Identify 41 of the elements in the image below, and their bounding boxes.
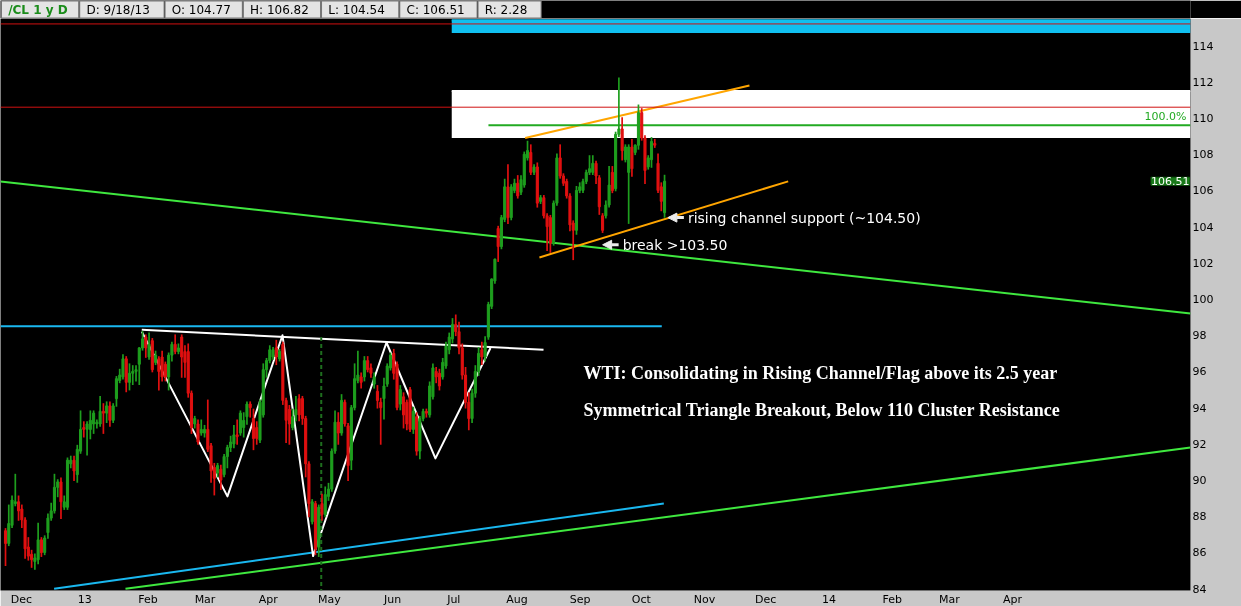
- y-tick-label: 106: [1192, 184, 1214, 198]
- y-tick-label: 90: [1192, 474, 1207, 488]
- x-tick-label: Dec: [755, 592, 777, 606]
- y-tick-label: 110: [1192, 112, 1214, 126]
- x-tick-label: Nov: [693, 592, 716, 606]
- x-tick-label: Feb: [882, 592, 902, 606]
- x-tick-label: Oct: [631, 592, 652, 606]
- annotation: Symmetrical Triangle Breakout, Below 110 Cluster Resistance: [583, 399, 1060, 420]
- x-tick-label: Apr: [258, 592, 279, 606]
- annotation: break >103.50: [622, 236, 728, 253]
- y-tick-label: 104: [1192, 220, 1214, 234]
- y-tick-label: 102: [1192, 256, 1214, 270]
- annotation: WTI: Consolidating in Rising Channel/Flag above its 2.5 year: [583, 362, 1058, 383]
- x-tick-label: Feb: [138, 592, 158, 606]
- annotation: rising channel support (~104.50): [687, 209, 921, 226]
- x-tick-label: Jun: [383, 592, 402, 606]
- y-tick-label: 114: [1192, 39, 1214, 53]
- y-tick-label: 88: [1192, 510, 1207, 524]
- y-tick-label: 92: [1192, 437, 1207, 451]
- x-tick-label: Mar: [194, 592, 216, 606]
- y-tick-label: 96: [1192, 365, 1207, 379]
- x-tick-label: Apr: [1002, 592, 1023, 606]
- y-tick-label: 86: [1192, 546, 1207, 560]
- x-tick-label: Dec: [10, 592, 33, 606]
- annotation: 106.51: [1151, 175, 1190, 189]
- text: D: 9/18/13 O: 104.77 H: 106.82 L: 104.54 C: 106.51 R: 2.28: [86, 2, 528, 17]
- x-tick-label: 14: [821, 592, 836, 606]
- y-tick-label: 112: [1192, 75, 1214, 89]
- x-tick-label: Mar: [938, 592, 961, 606]
- y-tick-label: 94: [1192, 401, 1207, 415]
- y-tick-label: 98: [1192, 329, 1207, 343]
- x-tick-label: 13: [77, 592, 92, 606]
- x-tick-label: Aug: [506, 592, 528, 606]
- y-tick-label: 108: [1192, 148, 1214, 162]
- x-tick-label: Sep: [569, 592, 591, 606]
- x-tick-label: May: [318, 592, 342, 606]
- y-tick-label: 100: [1192, 293, 1214, 307]
- y-tick-label: 84: [1192, 582, 1207, 596]
- series-label: 100.0%: [1144, 110, 1187, 124]
- x-tick-label: Jul: [446, 592, 461, 606]
- chart-title: /CL 1 y D: [8, 2, 68, 17]
